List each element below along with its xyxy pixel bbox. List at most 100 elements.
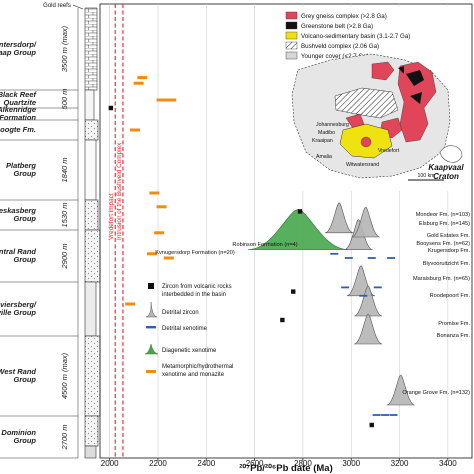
legend-metamorphic-1: Metamorphic/hydrothermal: [162, 364, 233, 370]
strat-unit-5: Group: [14, 214, 37, 223]
legend: Zircon from volcanic rocks interbedded i…: [144, 283, 233, 378]
detrital-xenotime-mark-9: [389, 414, 398, 416]
formation-label-1: Elsburg Fm. (n=145): [419, 221, 470, 227]
metamorphic-mark-0: [137, 76, 148, 80]
metamorphic-mark-8: [146, 252, 157, 256]
detrital-xenotime-mark-7: [372, 414, 381, 416]
map-scale: 100 km: [417, 173, 434, 179]
formation-label-9: Bonanza Fm.: [437, 333, 471, 339]
strat-unit-9: Dominion: [1, 428, 36, 437]
strat-thickness-8: 4500 m (max): [60, 352, 69, 399]
map-place-amalia: Amalia: [316, 154, 332, 160]
vertical-line-label-0: Vredefort impact: [108, 193, 115, 240]
strat-thickness-0: 3500 m (max): [60, 25, 69, 72]
strat-thickness-5: 1530 m: [60, 202, 69, 227]
x-tick-label-1: 2200: [149, 459, 167, 468]
map-legend-2: Volcano-sedimentary basin (3.1-2.7 Ga): [301, 33, 410, 40]
metamorphic-mark-6: [156, 205, 167, 209]
formation-label-3: Booysens Fm. (n=62): [416, 241, 470, 247]
strat-unit-7: Bothaville Group: [0, 308, 36, 317]
metamorphic-mark-9: [163, 256, 174, 260]
volcanic-zircon-mark-4: [280, 317, 285, 323]
map-legend-4: Younger cover (<2.7 Ga): [301, 53, 369, 60]
detrital-xenotime-mark-4: [373, 286, 382, 289]
gold-reefs-label: Gold reefs: [43, 3, 71, 9]
formation-label-6: Maraisburg Fm. (n=65): [413, 276, 470, 282]
detrital-zircon-peak-2: [351, 206, 380, 238]
strat-thickness-6: 2900 m: [60, 243, 69, 269]
detrital-zircon-peak-5: [354, 313, 383, 345]
formation-label-10: Orange Grove Fm. (n=132): [402, 390, 470, 396]
vertical-line-label-1: Intrusion of the Bushveld Complex: [116, 142, 123, 240]
formation-label-2: Gold Estates Fm.: [427, 233, 471, 239]
metamorphic-mark-10: [125, 302, 136, 306]
map-legend-1: Greenstone belt (>2.8 Ga): [301, 23, 373, 30]
x-tick-label-4: 2800: [294, 459, 312, 468]
legend-detrital-xenotime: Detrital xenotime: [162, 326, 208, 332]
strat-column: Gold reefs Ventersdorp/Kliphaap Group 350…: [0, 3, 101, 459]
map-title-line2: Craton: [433, 172, 459, 181]
map-legend-0: Grey gneiss complex (>2.8 Ga): [301, 13, 387, 20]
map-title-line1: Kaapvaal: [428, 163, 464, 172]
formation-label-4: Krugersdorp Fm.: [428, 248, 470, 254]
strat-unit-4: Platberg: [6, 161, 36, 170]
legend-diagenetic-xenotime: Diagenetic xenotime: [162, 348, 217, 354]
strat-unit-0: Kliphaap Group: [0, 48, 36, 57]
detrital-xenotime-mark-5: [341, 286, 350, 289]
x-tick-label-0: 2000: [101, 459, 119, 468]
metamorphic-mark-1: [133, 81, 144, 85]
volcanic-zircon-mark-0: [108, 105, 114, 111]
legend-metamorphic-2: xenotime and monazite: [162, 372, 225, 378]
annotation-krugersdorp: Kvnugersdorp Formation (n=20): [155, 250, 235, 256]
annotation-robinson: Robinson Formation (n=4): [232, 242, 297, 248]
strat-unit-8: West Rand: [0, 367, 36, 376]
detrital-xenotime-mark-2: [367, 257, 376, 259]
metamorphic-mark-5: [149, 191, 160, 195]
strat-unit-2: Alkenridge: [0, 105, 36, 114]
volcanic-zircon-mark-3: [291, 289, 296, 294]
detrital-zircon-peak-4: [354, 285, 383, 317]
strat-unit-8: Group: [14, 375, 37, 384]
map-place-vredefort: Vredefort: [378, 148, 400, 154]
x-tick-label-5: 3000: [342, 459, 360, 468]
inset-map: Grey gneiss complex (>2.8 Ga) Greenstone…: [280, 6, 470, 191]
volcanic-zircon-mark-2: [297, 209, 303, 214]
x-tick-label-2: 2400: [197, 459, 215, 468]
x-tick-label-7: 3400: [439, 459, 457, 468]
detrital-xenotime-mark-1: [344, 257, 353, 259]
strat-unit-6: Group: [14, 255, 37, 264]
map-place-johannesburg: Johannesburg: [316, 122, 349, 128]
detrital-zircon-peak-6: [386, 374, 415, 406]
map-place-madibo: Madibo: [318, 130, 335, 136]
map-place-witwatersrand: Witwatersrand: [346, 162, 379, 168]
detrital-xenotime-mark-3: [387, 257, 396, 259]
strat-thickness-4: 1840 m: [60, 157, 69, 182]
metamorphic-mark-7: [154, 231, 165, 235]
formation-label-0: Mondeor Fm. (n=103): [416, 212, 470, 218]
detrital-zircon-peak-0: [325, 202, 354, 234]
strat-unit-1: Quartzite: [3, 98, 36, 107]
metamorphic-mark-4: [130, 128, 141, 132]
formation-label-5: Blyvooruitzicht Fm.: [423, 261, 471, 267]
formation-label-8: Promise Fm.: [438, 321, 470, 327]
strat-unit-2: Formation: [0, 113, 36, 122]
strat-unit-9: Group: [14, 436, 37, 445]
strat-unit-7: Klipriviersberg/: [0, 300, 37, 309]
strat-unit-4: Group: [14, 169, 37, 178]
legend-detrital-zircon: Detrital zircon: [162, 310, 199, 316]
strat-thickness-1: 500 m: [60, 89, 69, 110]
detrital-xenotime-mark-0: [330, 252, 339, 255]
detrital-xenotime-mark-8: [381, 414, 390, 416]
strat-unit-6: Central Rand: [0, 247, 36, 256]
formation-label-7: Roodepoort Fm.: [430, 293, 471, 299]
strat-unit-1: Black Reef: [0, 90, 37, 99]
legend-zircon-volcanic-1: Zircon from volcanic rocks: [162, 284, 232, 290]
strat-unit-0: Ventersdorp/: [0, 40, 37, 49]
metamorphic-mark-2: [156, 98, 167, 102]
volcanic-zircon-mark-5: [369, 422, 374, 428]
x-tick-label-3: 2600: [246, 459, 264, 468]
legend-zircon-volcanic-2: interbedded in the basin: [162, 292, 226, 298]
strat-thickness-9: 2700 m: [60, 424, 69, 450]
strat-unit-5: Pniel/Prieskasberg: [0, 206, 36, 215]
